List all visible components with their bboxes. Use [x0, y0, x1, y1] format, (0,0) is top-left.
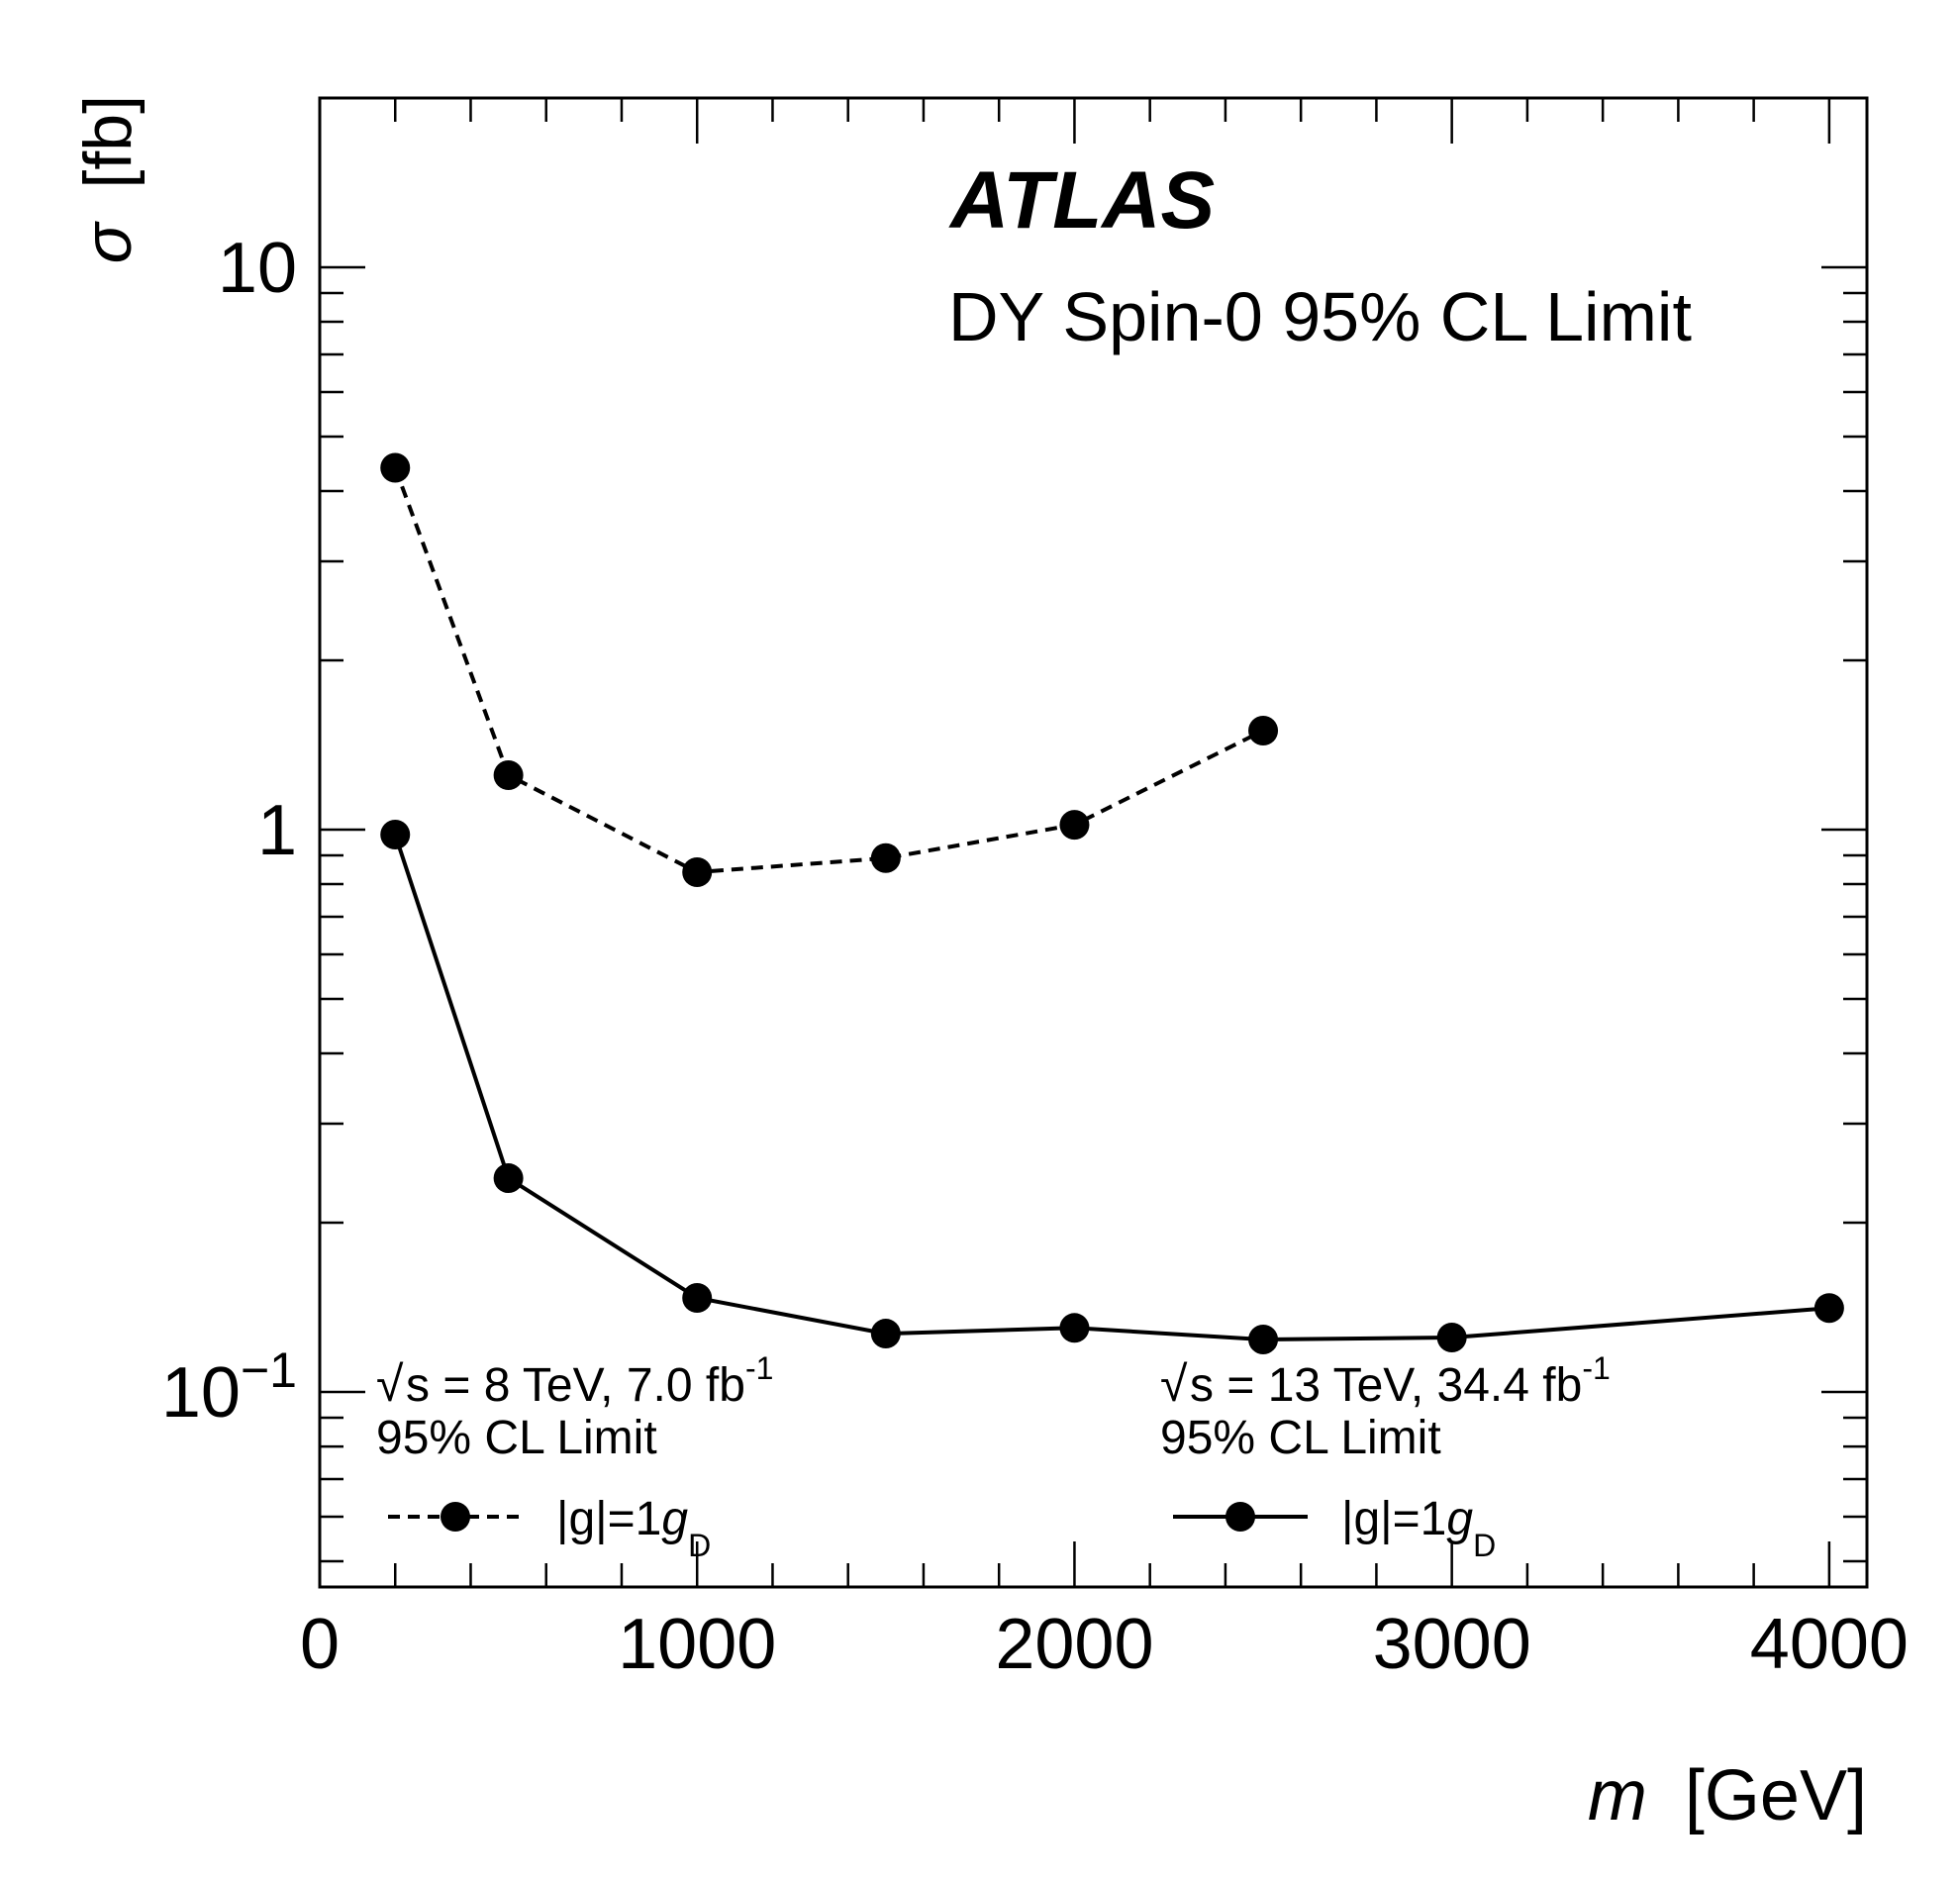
y-tick-label: 10−1 [161, 1342, 297, 1433]
series-8tev-line [393, 466, 1264, 875]
chart-title: DY Spin-0 95% CL Limit [948, 278, 1692, 355]
data-point [380, 452, 411, 483]
legend-8tev-limit: 95% CL Limit [376, 1412, 657, 1464]
data-point [1059, 810, 1090, 841]
series-layer [380, 452, 1844, 1354]
legend-13tev-coupling: |g|=1gD [1341, 1493, 1496, 1563]
x-tick-label: 2000 [995, 1605, 1153, 1684]
data-point [870, 1319, 901, 1349]
y-tick-label: 1 [257, 791, 297, 870]
legend-8tev: √ s = 8 TeV, 7.0 fb-1 95% CL Limit |g|=1… [376, 1350, 773, 1563]
legend-13tev: √ s = 13 TeV, 34.4 fb-1 95% CL Limit |g|… [1160, 1350, 1611, 1563]
x-tick-label: 0 [300, 1605, 340, 1684]
axis-ticks [318, 96, 1867, 1587]
x-tick-label: 1000 [618, 1605, 776, 1684]
legend-13tev-energy: s = 13 TeV, 34.4 fb-1 [1190, 1350, 1611, 1412]
x-axis-unit: [GeV] [1685, 1756, 1867, 1835]
sqrt-symbol: √ [376, 1356, 404, 1412]
x-tick-label: 3000 [1373, 1605, 1531, 1684]
y-axis-var: σ [70, 220, 146, 263]
data-point [682, 857, 713, 888]
data-point [870, 843, 901, 873]
sqrt-symbol: √ [1160, 1356, 1188, 1412]
experiment-label: ATLAS [948, 155, 1215, 246]
legend-8tev-coupling: |g|=1gD [556, 1493, 711, 1563]
x-axis-label: m [GeV] [1588, 1756, 1867, 1835]
data-point [682, 1282, 713, 1313]
legend-13tev-limit: 95% CL Limit [1160, 1412, 1441, 1464]
series-13tev-line [393, 834, 1830, 1342]
legend-8tev-energy: s = 8 TeV, 7.0 fb-1 [406, 1350, 773, 1412]
data-point [1248, 715, 1279, 745]
axis-tick-labels: 0 1000 2000 3000 4000 10 1 10−1 [161, 229, 1909, 1684]
x-tick-label: 4000 [1750, 1605, 1909, 1684]
legend-13tev-marker [1225, 1502, 1255, 1532]
data-point [1813, 1293, 1844, 1324]
data-point [493, 759, 524, 790]
plot-frame [318, 96, 1869, 1589]
legend-8tev-marker [441, 1502, 470, 1532]
data-point [1059, 1313, 1090, 1343]
y-axis-label: σ [fb] [70, 95, 146, 263]
x-axis-var: m [1588, 1756, 1647, 1835]
data-point [1248, 1324, 1279, 1354]
y-tick-label: 10 [218, 229, 297, 308]
data-point [380, 819, 411, 849]
y-axis-unit: [fb] [70, 95, 146, 189]
data-point [1436, 1322, 1467, 1352]
data-point [493, 1163, 524, 1194]
